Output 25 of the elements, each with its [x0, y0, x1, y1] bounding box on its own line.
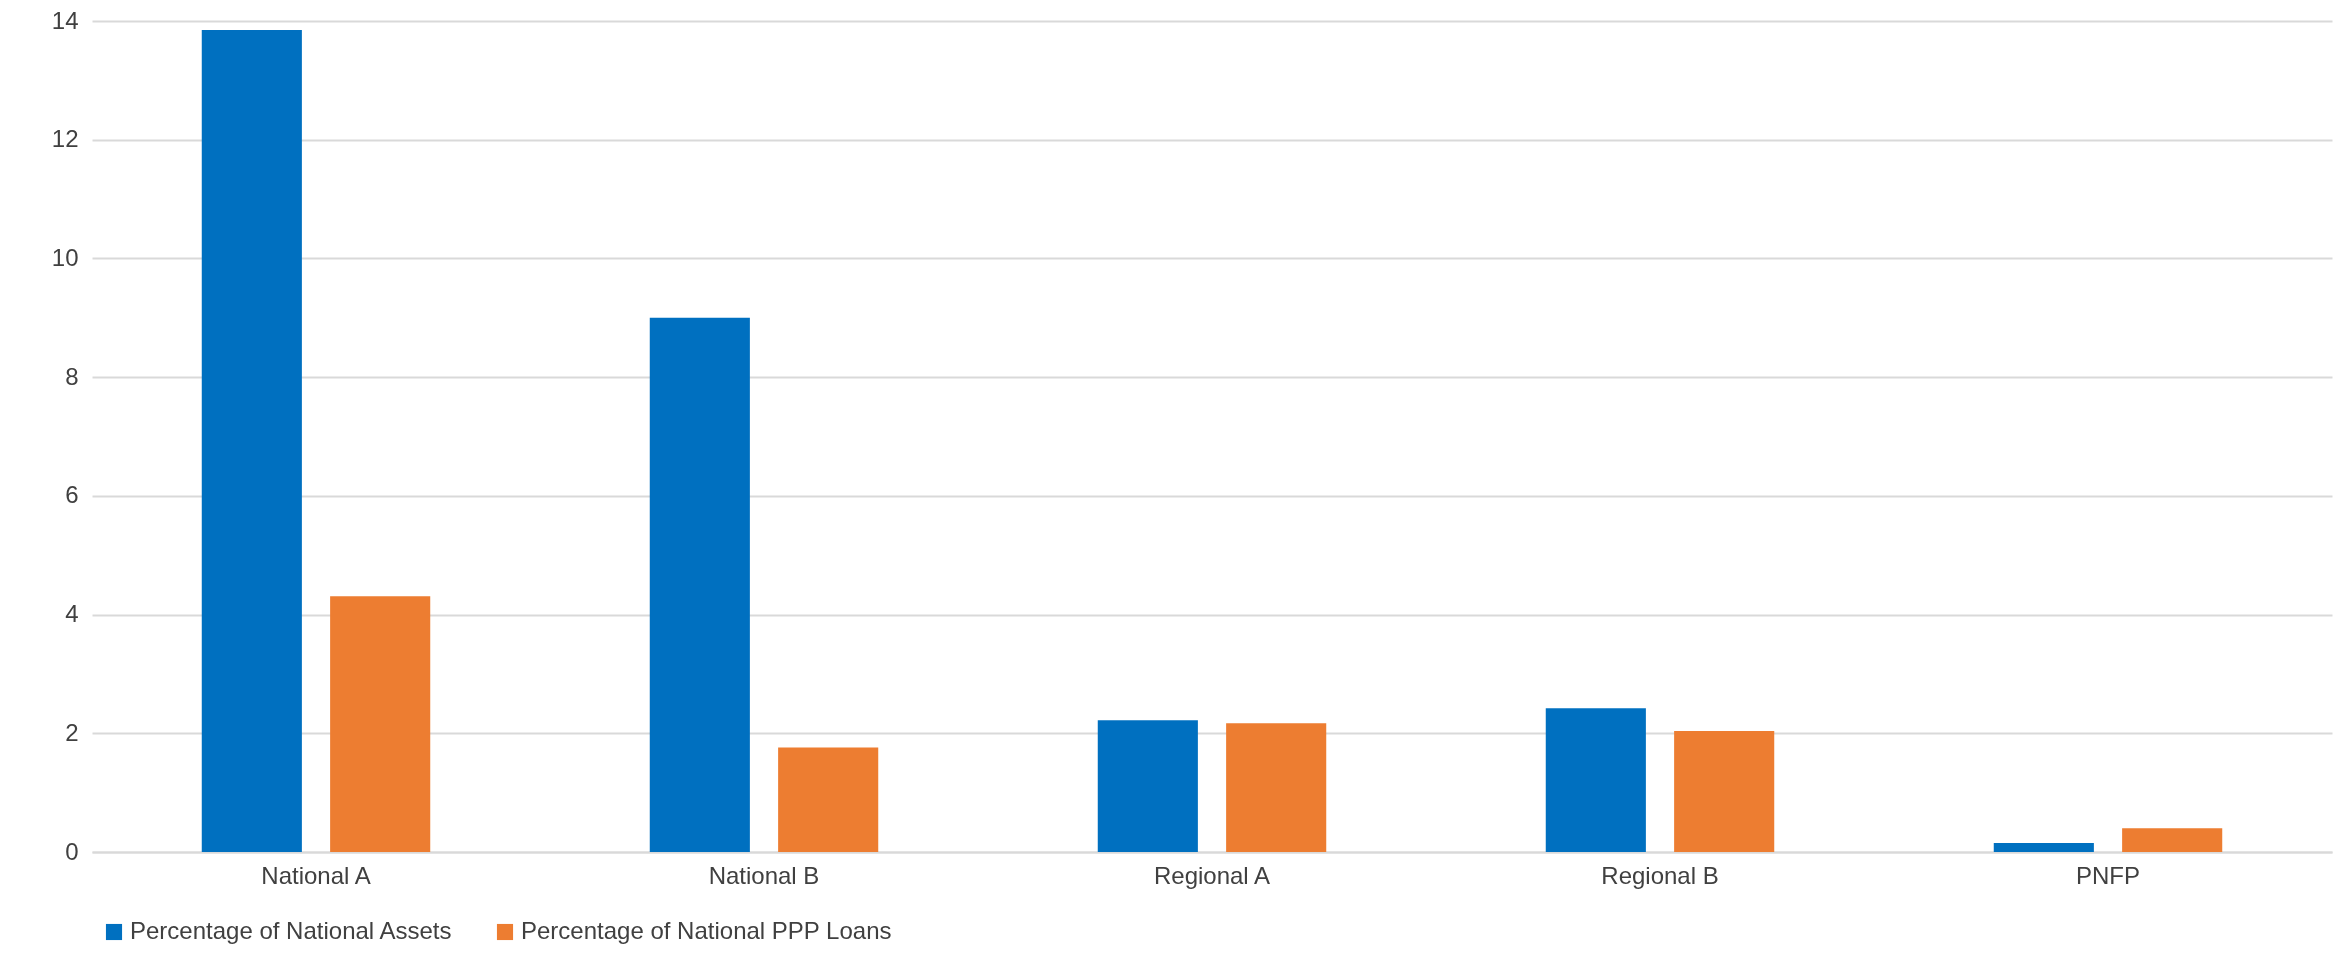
bar: [1993, 843, 2094, 852]
y-tick-label: 14: [51, 6, 79, 34]
bar: [1226, 723, 1327, 852]
x-tick-label: National A: [261, 861, 371, 889]
y-tick-label: 12: [51, 125, 79, 153]
bar: [1545, 708, 1646, 852]
y-tick-label: 10: [51, 243, 79, 271]
y-tick-label: 4: [65, 600, 79, 628]
y-tick-label: 0: [65, 837, 79, 865]
bar: [778, 747, 879, 852]
x-tick-label: Regional A: [1153, 861, 1271, 889]
y-tick-label: 6: [65, 481, 79, 509]
x-tick-label: Regional B: [1601, 861, 1719, 889]
bar: [1097, 720, 1198, 852]
bar: [330, 596, 431, 852]
y-tick-label: 8: [65, 362, 79, 390]
bar: [649, 317, 750, 852]
bar: [201, 29, 302, 852]
bar: [1674, 730, 1775, 852]
legend-label: Percentage of National PPP Loans: [521, 917, 892, 944]
x-tick-label: National B: [708, 861, 820, 889]
legend-label: Percentage of National Assets: [130, 917, 452, 944]
x-tick-label: PNFP: [2075, 861, 2141, 889]
y-tick-label: 2: [65, 718, 79, 746]
bar: [2122, 828, 2223, 852]
